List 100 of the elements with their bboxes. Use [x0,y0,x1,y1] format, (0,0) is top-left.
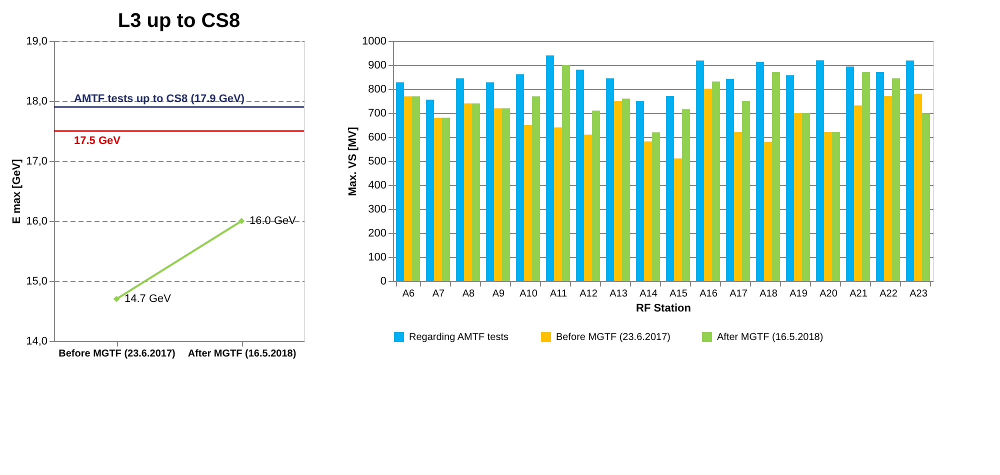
y-tick-label: 17,0 [26,156,48,168]
data-label: 14.7 GeV [124,293,172,305]
legend-label: After MGTF (16.5.2018) [717,332,824,343]
x-tick-label: A11 [550,288,568,300]
y-tick-label: 100 [368,252,386,264]
bar [562,65,570,281]
x-tick-label: A12 [580,288,598,300]
y-tick-label: 800 [368,84,386,96]
bar [486,82,494,281]
y-tick-label: 500 [368,156,386,168]
bar [532,96,540,281]
x-tick-label: A18 [760,288,778,300]
bar [494,108,502,281]
y-tick-label: 400 [368,180,386,192]
bar [704,88,712,281]
bar [622,98,630,281]
x-tick-label: A7 [432,288,446,300]
bar [914,94,922,281]
bar [846,66,854,281]
data-label: 16.0 GeV [250,215,297,227]
x-tick-label: A6 [402,288,416,300]
bar [824,132,832,281]
bar [426,100,434,281]
x-tick-label: A19 [790,288,808,300]
bar [592,110,600,281]
bar [682,109,690,281]
y-tick-label: 200 [368,228,386,240]
bar [576,70,584,281]
bar [906,60,914,281]
x-tick-label: A22 [880,288,898,300]
bar [442,118,450,281]
bar [644,141,652,281]
y-tick-label: 15,0 [26,276,48,288]
legend-label: Regarding AMTF tests [409,332,508,343]
bar [666,96,674,281]
bar [696,60,704,281]
x-tick-label: A9 [492,288,506,300]
bar [892,78,900,281]
bar [516,74,524,281]
y-axis-title: E max [GeV] [11,158,24,224]
bar [726,78,734,281]
bar [614,101,622,281]
bar [832,132,840,281]
bar [816,60,824,281]
x-tick-label: A13 [610,288,628,300]
bar [434,118,442,281]
bar [636,101,644,281]
y-tick-label: 300 [368,204,386,216]
x-tick-label: A8 [462,288,476,300]
bar [862,72,870,281]
bar [794,113,802,281]
x-tick-label: A21 [850,288,868,300]
x-tick-label: A14 [640,288,658,300]
bar [404,96,412,281]
x-tick-label: A15 [670,288,688,300]
y-tick-label: 600 [368,132,386,144]
bar [456,78,464,281]
x-tick-label: A23 [910,288,928,300]
y-axis-title: Max. VS [MV] [347,126,360,196]
y-tick-label: 700 [368,108,386,120]
y-tick-label: 0 [380,276,386,288]
bar [502,108,510,281]
x-tick-label: A10 [520,288,538,300]
bar [464,103,472,281]
bar [546,55,554,281]
ref-line-label: 17.5 GeV [74,135,122,147]
bar [652,132,660,281]
y-tick-label: 1000 [362,36,386,48]
bar [712,82,720,281]
bar [734,132,742,281]
bar [472,103,480,281]
bar [554,127,562,281]
bar [412,96,420,281]
bar [396,82,404,281]
bar [772,72,780,281]
bar [524,125,532,281]
bar [786,75,794,281]
bar [884,96,892,281]
x-tick-label: A17 [730,288,748,300]
bar [764,142,772,281]
bar [802,113,810,281]
bar [742,101,750,281]
y-tick-label: 16,0 [26,216,48,228]
bar [854,105,862,281]
x-tick-label: A16 [700,288,718,300]
y-tick-label: 14,0 [26,336,48,348]
x-tick-label: A20 [820,288,838,300]
ref-line-label: AMTF tests up to CS8 (17.9 GeV) [74,93,245,105]
bar [606,78,614,281]
y-tick-label: 900 [368,60,386,72]
bar [876,72,884,281]
legend-label: Before MGTF (23.6.2017) [556,332,670,343]
bar [674,158,682,281]
y-tick-label: 18,0 [26,96,48,108]
chart-title: L3 up to CS8 [118,10,240,32]
bar [756,62,764,281]
bar [584,134,592,281]
y-tick-label: 19,0 [26,36,48,48]
bar [922,113,930,281]
x-axis-title: RF Station [636,302,692,314]
